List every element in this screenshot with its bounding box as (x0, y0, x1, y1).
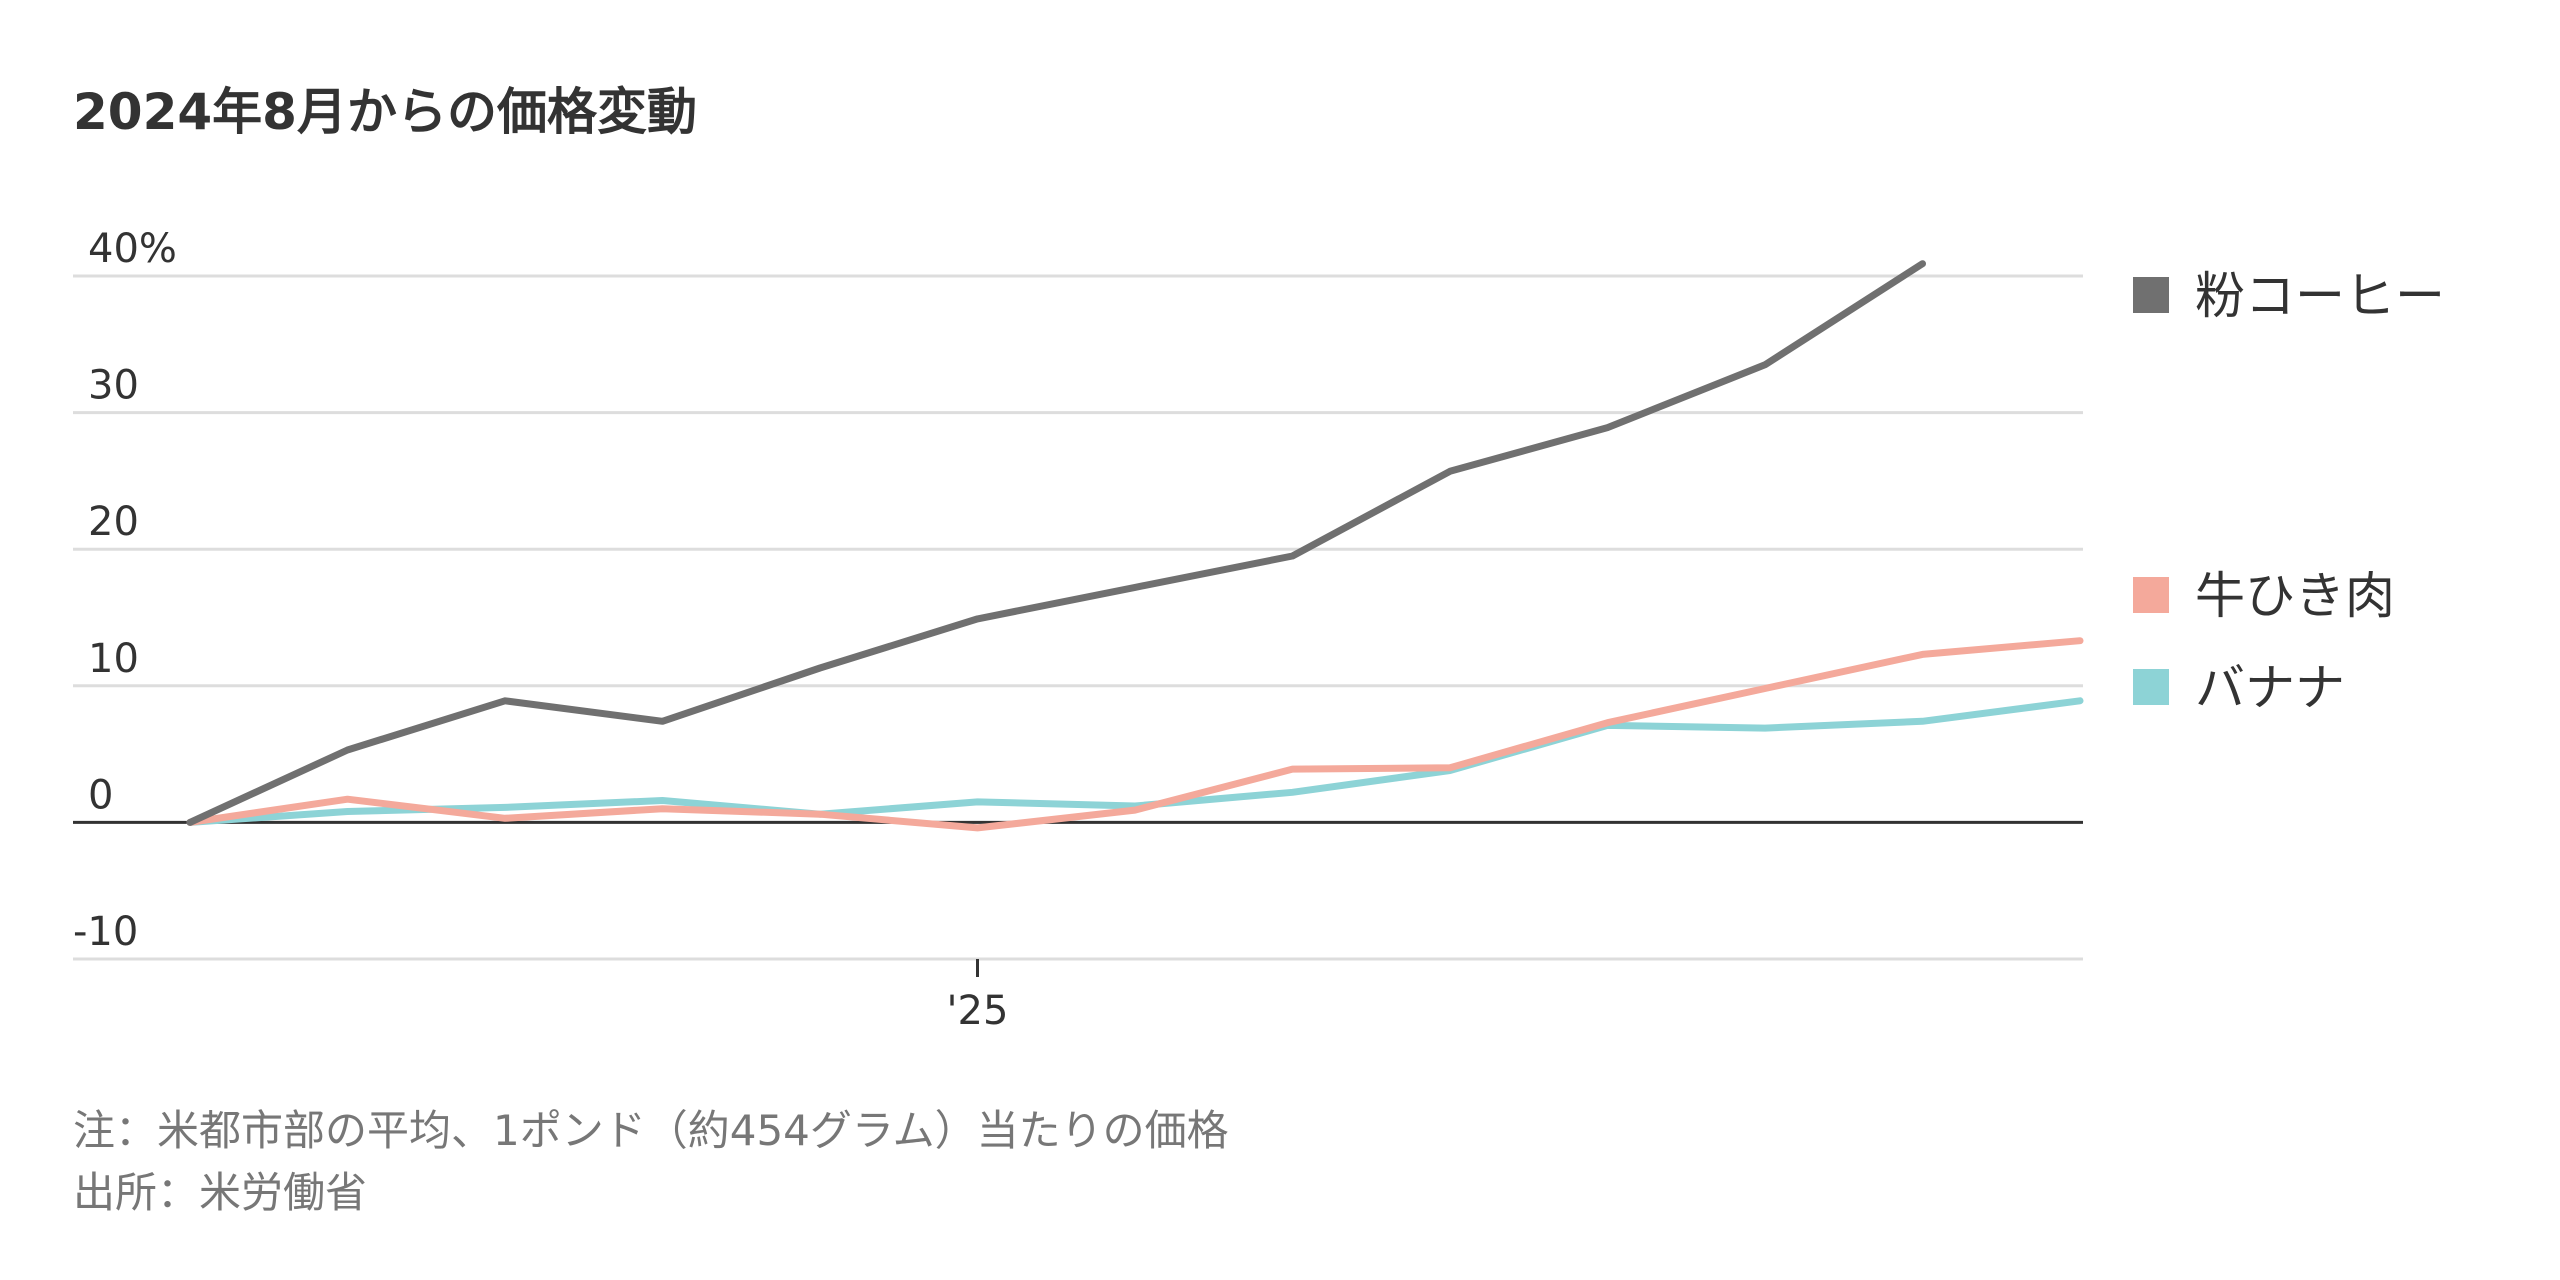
y-tick-label: 0 (88, 772, 113, 818)
legend-label: 牛ひき肉 (2195, 567, 2395, 625)
y-axis-ticks: 40% 30 20 10 0 -10 (73, 226, 177, 955)
y-tick-label: 20 (88, 499, 139, 545)
x-tick-label: '25 (947, 988, 1009, 1034)
legend-label: 粉コーヒー (2195, 267, 2445, 325)
chart-footer: 注：米都市部の平均、1ポンド（約454グラム）当たりの価格 出所：米労働省 (73, 1100, 1229, 1224)
y-tick-label: 40% (88, 226, 177, 272)
y-tick-label: -10 (73, 909, 138, 955)
legend-swatch (2133, 669, 2169, 705)
series-line (186, 697, 2084, 826)
y-tick-label: 10 (88, 636, 139, 682)
x-axis-ticks: '25 (947, 959, 1009, 1034)
chart-source: 出所：米労働省 (73, 1168, 368, 1217)
series-lines (186, 260, 2084, 832)
gridlines (73, 274, 2083, 961)
series-line (186, 260, 1926, 826)
legend-swatch (2133, 577, 2169, 613)
legend-label: バナナ (2195, 659, 2345, 717)
series-line (186, 637, 2084, 832)
y-tick-label: 30 (88, 363, 139, 409)
chart-title: 2024年8月からの価格変動 (73, 83, 697, 141)
chart-note: 注：米都市部の平均、1ポンド（約454グラム）当たりの価格 (73, 1106, 1229, 1155)
legend-swatch (2133, 277, 2169, 313)
